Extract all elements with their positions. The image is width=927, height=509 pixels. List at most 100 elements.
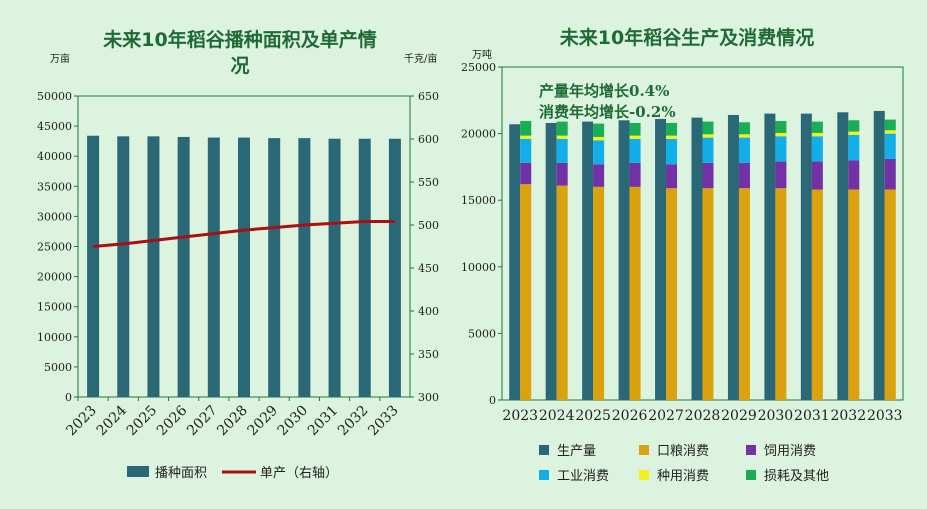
consumption-segment	[775, 132, 787, 137]
x-tick-label: 2030	[275, 403, 312, 440]
x-tick-label: 2031	[305, 403, 342, 440]
area-bar	[238, 137, 250, 397]
x-tick-label: 2026	[154, 402, 191, 439]
x-tick-label: 2033	[867, 408, 903, 424]
right-tick-label: 650	[418, 90, 439, 103]
production-bar	[837, 112, 849, 401]
consumption-segment	[593, 136, 605, 141]
chart-title: 未来10年稻谷生产及消费情况	[559, 26, 814, 49]
consumption-segment	[666, 138, 678, 165]
left-tick-label: 40000	[37, 150, 72, 163]
x-tick-label: 2026	[612, 408, 648, 424]
y-axis-unit: 万吨	[472, 48, 492, 61]
consumption-segment	[593, 186, 605, 400]
left-tick-label: 45000	[37, 120, 72, 133]
legend-label-yield: 单产（右轴）	[260, 466, 338, 481]
x-tick-label: 2031	[794, 408, 830, 424]
consumption-segment	[593, 164, 605, 187]
consumption-segment	[884, 119, 896, 131]
y-tick-label: 10000	[461, 261, 496, 274]
production-bar	[691, 117, 703, 400]
legend-label-area: 播种面积	[155, 466, 207, 481]
consumption-segment	[593, 123, 605, 137]
consumption-segment	[848, 189, 860, 400]
consumption-segment	[666, 188, 678, 400]
right-tick-label: 350	[418, 348, 439, 361]
consumption-segment	[702, 188, 714, 400]
y-tick-label: 25000	[461, 61, 496, 74]
x-tick-label: 2027	[184, 403, 221, 440]
production-bar	[545, 122, 557, 400]
consumption-segment	[666, 122, 678, 136]
consumption-segment	[556, 185, 568, 400]
x-tick-label: 2028	[685, 408, 721, 424]
production-bar	[727, 114, 739, 401]
right-tick-label: 500	[418, 219, 439, 232]
production-bar	[764, 113, 776, 401]
consumption-segment	[738, 122, 750, 135]
consumption-segment	[775, 161, 787, 189]
area-bar	[328, 138, 341, 397]
consumption-segment	[702, 134, 714, 138]
left-tick-label: 25000	[37, 241, 72, 254]
consumption-segment	[666, 164, 678, 189]
left-tick-label: 30000	[37, 210, 72, 223]
consumption-segment	[520, 135, 532, 139]
legend-swatch-industrial	[539, 470, 549, 480]
production-bar	[873, 110, 885, 401]
consumption-segment	[884, 158, 896, 190]
legend-label-loss-other: 损耗及其他	[764, 469, 829, 484]
area-bar	[207, 137, 220, 397]
annotation-consumption-growth: 消费年均增长-0.2%	[539, 103, 676, 121]
consumption-segment	[629, 138, 641, 163]
area-bar	[87, 135, 100, 397]
legend-label-food: 口粮消费	[657, 444, 709, 459]
area-bar	[147, 136, 160, 398]
consumption-segment	[811, 161, 823, 190]
consumption-segment	[520, 162, 532, 185]
consumption-segment	[629, 186, 641, 400]
left-tick-label: 0	[65, 391, 72, 404]
consumption-segment	[811, 189, 823, 400]
production-bar	[800, 113, 812, 401]
production-bar	[509, 124, 521, 400]
x-tick-label: 2025	[124, 403, 161, 440]
right-axis-unit: 千克/亩	[404, 52, 437, 65]
left-tick-label: 15000	[37, 301, 72, 314]
x-tick-label: 2033	[365, 403, 402, 440]
legend-label-industrial: 工业消费	[557, 469, 609, 484]
right-tick-label: 300	[418, 391, 439, 404]
area-bar	[298, 138, 311, 397]
x-tick-label: 2029	[721, 408, 757, 424]
consumption-segment	[848, 160, 860, 190]
left-tick-label: 10000	[37, 331, 72, 344]
legend-swatch-seed	[639, 470, 649, 480]
consumption-segment	[520, 184, 532, 400]
x-tick-label: 2024	[539, 408, 575, 424]
area-bar	[358, 138, 371, 397]
x-tick-label: 2023	[63, 403, 100, 440]
x-tick-label: 2028	[214, 403, 251, 440]
legend-swatch-production	[539, 445, 549, 455]
consumption-segment	[848, 120, 860, 132]
right-tick-label: 550	[418, 176, 439, 189]
x-tick-label: 2030	[758, 408, 794, 424]
area-bar	[388, 138, 401, 397]
area-bar	[117, 136, 130, 398]
right-tick-label: 600	[418, 133, 439, 146]
annotation-production-growth: 产量年均增长0.4%	[539, 82, 669, 100]
x-tick-label: 2032	[830, 408, 866, 424]
right-tick-label: 400	[418, 305, 439, 318]
consumption-segment	[775, 188, 787, 400]
y-tick-label: 15000	[461, 194, 496, 207]
area-bar	[268, 138, 281, 397]
legend-swatch-area	[127, 466, 149, 477]
consumption-segment	[775, 120, 787, 133]
legend-swatch-food	[639, 445, 649, 455]
x-tick-label: 2029	[244, 403, 281, 440]
consumption-segment	[738, 162, 750, 189]
left-tick-label: 5000	[44, 361, 72, 374]
consumption-segment	[666, 135, 678, 139]
